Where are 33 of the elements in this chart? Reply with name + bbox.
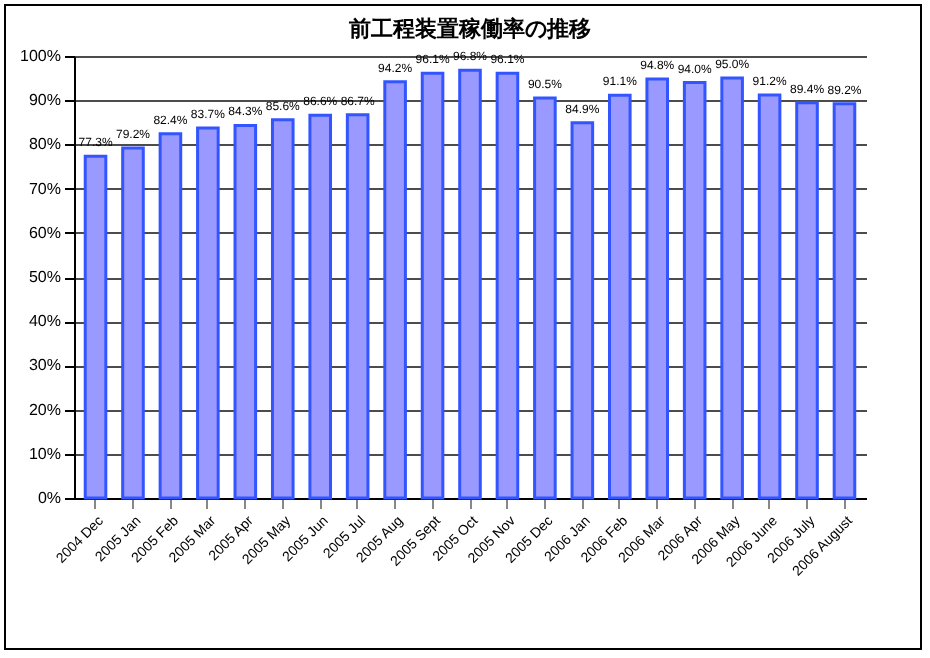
- y-tick-label: 90%: [28, 91, 61, 110]
- bar: [458, 68, 482, 500]
- bar: [233, 123, 258, 500]
- bar: [308, 113, 333, 500]
- bar: [270, 118, 295, 500]
- bar: [345, 113, 370, 500]
- y-tick-label: 70%: [28, 179, 61, 198]
- bar: [495, 71, 520, 500]
- bar: [795, 101, 819, 500]
- y-tick-label: 80%: [28, 135, 61, 154]
- y-tick-label: 50%: [28, 268, 61, 286]
- bar: [420, 71, 445, 500]
- bar: [533, 96, 557, 500]
- bar: [757, 93, 782, 500]
- bar: [383, 80, 407, 500]
- y-tick-label: 10%: [28, 444, 61, 463]
- y-tick-label: 60%: [28, 223, 61, 242]
- bar: [607, 93, 632, 500]
- bar: [158, 132, 183, 500]
- bar: [570, 121, 595, 500]
- chart-title: 前工程装置稼働率の推移: [347, 16, 591, 42]
- bar: [83, 154, 108, 500]
- bar: [645, 77, 670, 500]
- bar: [832, 102, 857, 500]
- y-tick-label: 30%: [28, 356, 61, 375]
- bar: [682, 81, 707, 500]
- bar: [720, 76, 744, 500]
- y-tick-label: 20%: [28, 400, 61, 419]
- y-tick-label: 40%: [28, 312, 61, 331]
- bar: [121, 146, 145, 500]
- y-tick-label: 0%: [37, 489, 61, 507]
- bar: [196, 126, 220, 500]
- y-tick-label: 100%: [20, 47, 61, 65]
